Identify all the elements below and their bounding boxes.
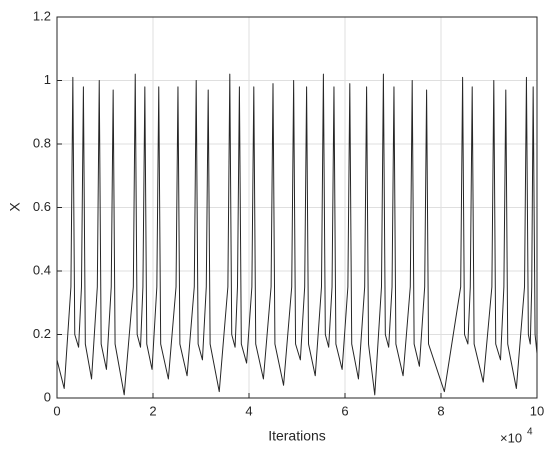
plot-frame	[56, 16, 538, 399]
y-axis-label: X	[7, 202, 23, 212]
y-tick-label: 0.2	[33, 326, 51, 341]
x-tick-label: 4	[245, 403, 252, 418]
y-tick-label: 1	[44, 72, 51, 87]
y-tick-label: 0.4	[33, 262, 51, 277]
y-tick-label: 0.8	[33, 135, 51, 150]
x-tick-label: 10	[530, 403, 544, 418]
y-tick-label: 0	[44, 389, 51, 404]
y-tick-label: 1.2	[33, 8, 51, 23]
x-tick-label: 8	[437, 403, 444, 418]
x-axis-label: Iterations	[268, 428, 326, 444]
data-line	[56, 73, 538, 396]
x-tick-label: 2	[149, 403, 156, 418]
x-tick-label: 6	[341, 403, 348, 418]
x-multiplier: ×10	[500, 430, 522, 445]
x-tick-label: 0	[53, 403, 60, 418]
x-multiplier-exponent: 4	[527, 427, 533, 438]
y-tick-label: 0.6	[33, 199, 51, 214]
